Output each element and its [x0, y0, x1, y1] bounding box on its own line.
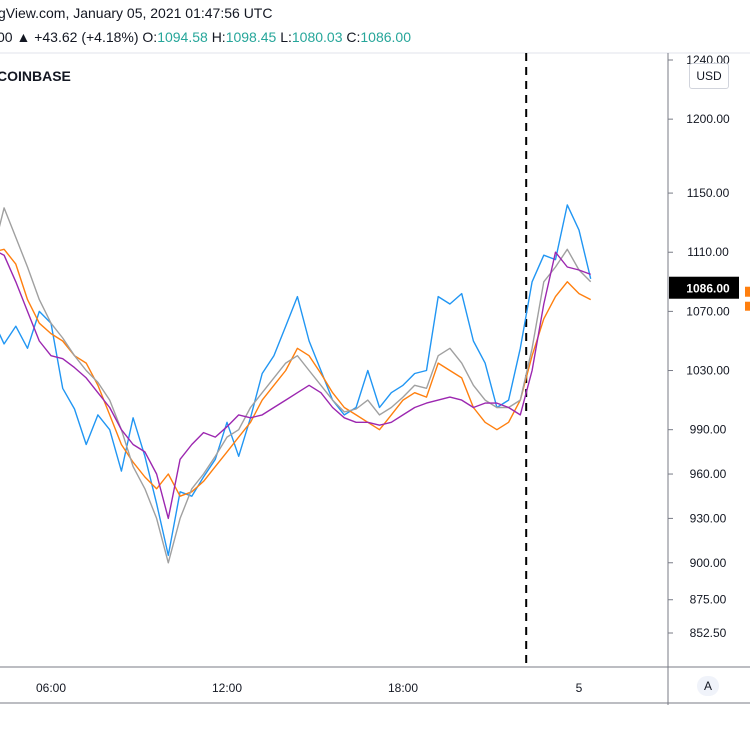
series-line-blue — [0, 204, 592, 557]
currency-button[interactable]: USD — [689, 63, 729, 89]
change-text: +43.62 (+4.18%) — [34, 29, 139, 45]
close-value: 1086.00 — [360, 29, 411, 45]
current-price-box — [669, 276, 739, 299]
low-value: 1080.03 — [291, 29, 343, 45]
x-tick-label: 06:00 — [36, 681, 66, 695]
series-line-gray — [0, 207, 592, 564]
time-axis[interactable]: 06:00 12:00 18:00 5 — [36, 681, 583, 695]
y-tick-label: 1070.00 — [686, 304, 730, 318]
ohlc-row: 00 ▲ +43.62 (+4.18%) O:1094.58 H:1098.45… — [0, 29, 411, 45]
y-tick-label: 1030.00 — [686, 364, 730, 378]
series-line-orange — [0, 248, 592, 497]
y-tick-label: 960.00 — [690, 467, 727, 481]
series-line-purple — [0, 251, 591, 520]
close-label: C: — [346, 29, 361, 45]
auto-scale-button[interactable]: A — [697, 676, 719, 696]
low-label: L: — [280, 29, 292, 45]
orange-scale-marker — [745, 286, 750, 297]
legend-row: gView.com, January 05, 2021 01:47:56 UTC — [0, 5, 272, 21]
legend-header: gView.com, January 05, 2021 01:47:56 UTC — [0, 5, 750, 27]
current-price-label: 1086.00 — [686, 282, 730, 296]
open-label: O: — [142, 29, 158, 45]
y-tick-label: 1150.00 — [687, 186, 730, 200]
x-tick-label: 18:00 — [388, 681, 418, 695]
y-tick-label: 1110.00 — [687, 245, 729, 259]
high-label: H: — [211, 29, 226, 45]
source-date-text: gView.com, January 05, 2021 01:47:56 UTC — [0, 5, 273, 21]
price-axis[interactable]: 1240.001200.001150.001110.001070.001030.… — [668, 53, 750, 640]
y-tick-label: 852.50 — [690, 626, 727, 640]
change-value: ▲ — [16, 29, 35, 45]
x-tick-label: 5 — [576, 681, 583, 695]
high-value: 1098.45 — [225, 29, 277, 45]
orange-scale-marker — [745, 301, 750, 311]
x-tick-label: 12:00 — [212, 681, 242, 695]
y-tick-label: 990.00 — [690, 423, 727, 437]
exchange-label: COINBASE — [0, 68, 71, 84]
chart-frame — [0, 52, 750, 705]
y-tick-label: 1200.00 — [686, 112, 730, 126]
change-prefix: 00 — [0, 29, 13, 45]
y-tick-label: 875.00 — [690, 593, 727, 607]
y-tick-label: 900.00 — [690, 556, 727, 570]
series-layer — [0, 204, 592, 564]
y-tick-label: 930.00 — [690, 511, 727, 525]
open-value: 1094.58 — [157, 29, 208, 45]
